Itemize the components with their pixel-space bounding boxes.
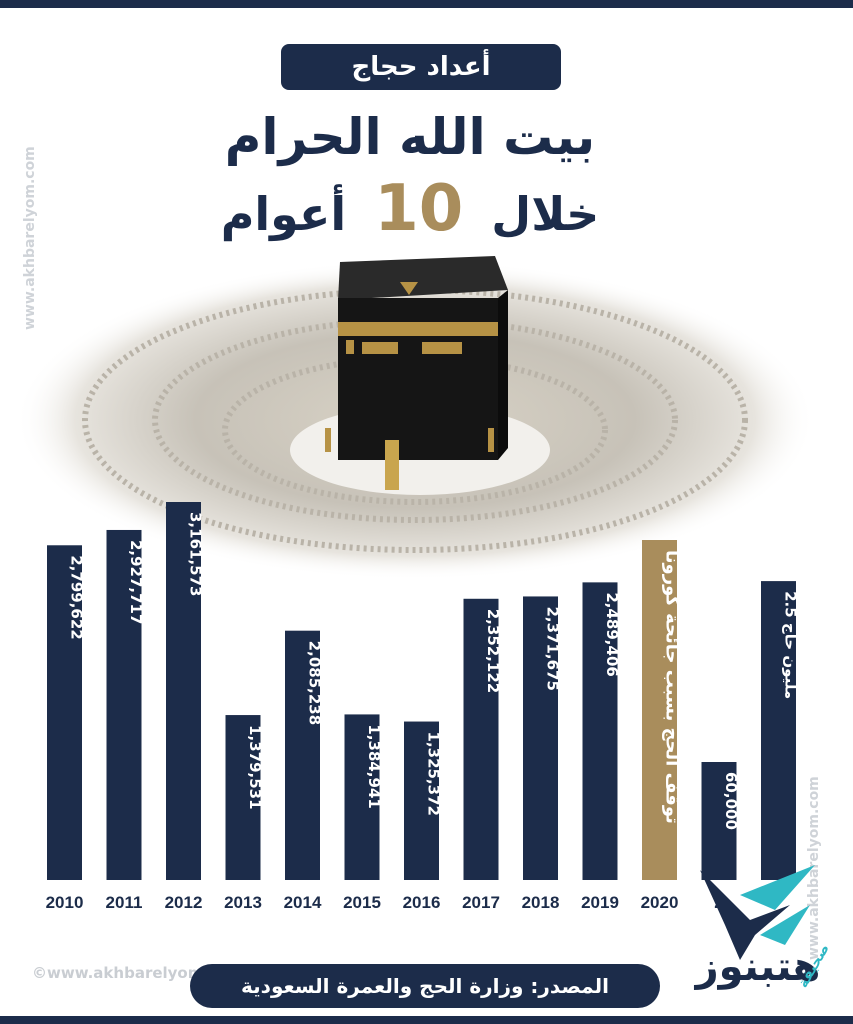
bar-2013 [225,715,261,880]
kaaba-door [346,340,354,354]
bar-value-label-2011: 2,927,717 [127,540,145,624]
bar-2015 [344,714,380,880]
bar-value-label-2021: 60,000 [722,772,740,830]
bar-value-label-2018: 2,371,675 [544,606,562,690]
axis-label-2013: 2013 [224,893,262,912]
source-bar: المصدر: وزارة الحج والعمرة السعودية [190,964,660,1008]
axis-label-2015: 2015 [343,893,381,912]
bar-2017 [463,598,499,880]
title-years-number: 10 [374,172,464,246]
bar-value-label-2015: 1,384,941 [365,724,383,808]
kaaba-scene [15,256,815,580]
kaaba-emblem [400,282,418,295]
kaaba-top [338,256,508,300]
bar-2021 [701,762,737,880]
bars-group: 2,799,622 2010 2,927,717 2011 3,161,573 2012 1… [46,502,800,912]
bar-value-label-2022: 2.5 مليون حاج [782,591,800,699]
bar-2011 [106,529,142,880]
title-line-1: بيت الله الحرام [224,108,596,166]
bar-value-label-2010: 2,799,622 [68,555,86,639]
top-border [0,0,853,8]
chart: 2,799,622 2010 2,927,717 2011 3,161,573 2012 1… [15,256,815,912]
bar-value-label-2013: 1,379,531 [246,725,264,809]
title-pill-text: أعداد حجاج [351,52,491,82]
bar-value-label-2017: 2,352,122 [484,609,502,693]
bar-2010 [47,545,82,880]
axis-label-2019: 2019 [581,893,619,912]
bar-2016 [404,721,439,880]
axis-label-2017: 2017 [462,893,500,912]
kaaba-gold-band [338,322,498,336]
title-pill: أعداد حجاج [281,44,561,90]
logo-wing-icon [740,865,815,910]
lamp-left [325,428,331,452]
kaaba-gold-panel-1 [362,342,398,354]
axis-label-2014: 2014 [284,893,322,912]
source-text: المصدر: وزارة الحج والعمرة السعودية [241,974,609,998]
logo-text: هتبنوز [695,944,821,990]
bar-2019 [582,582,618,880]
kaaba-gold-panel-2 [422,342,462,354]
axis-label-2016: 2016 [403,893,441,912]
axis-label-2012: 2012 [165,893,203,912]
kaaba-side [498,290,508,460]
source-watermark: ©www.akhbarelyom [32,964,204,982]
axis-label-2020: 2020 [641,893,679,912]
logo [700,865,815,960]
bar-2022 [761,581,796,880]
bar-2012 [166,502,201,880]
bar-2014 [285,630,320,880]
bar-value-label-2012: 3,161,573 [187,512,205,596]
logo-feather-icon [760,905,810,945]
bar-value-label-2014: 2,085,238 [306,641,324,725]
axis-label-2010: 2010 [46,893,84,912]
logo-bird-icon [700,870,790,960]
axis-label-2018: 2018 [522,893,560,912]
title-line-2-before: خلال [491,187,600,241]
axis-label-2011: 2011 [106,893,143,912]
lamp-right [488,428,494,452]
bar-value-label-2016: 1,325,372 [425,732,443,816]
title-line-2: خلال 10 أعوام [150,172,670,246]
title-line-2-after: أعوام [220,187,347,241]
bar-2018 [523,596,558,880]
crowd-ring-3 [222,355,608,505]
bar-value-label-2019: 2,489,406 [603,592,621,676]
maqam-ibrahim [385,440,399,490]
bar-value-label-2020: توقف الحج بسبب جائحة كورونا [662,550,683,824]
bar-2020 [642,540,677,880]
bottom-border [0,1016,853,1024]
